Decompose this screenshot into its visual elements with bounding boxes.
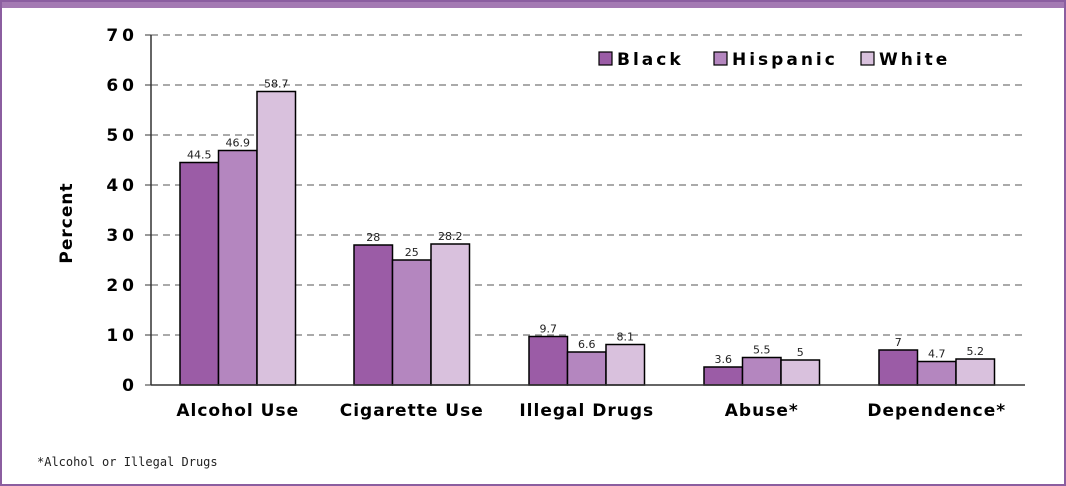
legend-swatch [860,51,875,66]
bar [878,349,919,386]
bar [566,351,607,386]
bar [703,366,744,386]
axes [150,35,1025,386]
bar [391,259,432,386]
x-category-label: Illegal Drugs [519,401,654,421]
y-tick-label: 50 [106,126,138,146]
x-axis-categories: Alcohol Use Cigarette Use Illegal Drugs Abu… [176,401,1006,421]
x-category-label: Abuse* [725,401,799,421]
data-label: 7 [895,336,902,349]
legend: Black Hispanic White [598,50,950,70]
bar [430,243,471,386]
y-tick-label: 70 [106,26,138,46]
data-label: 5.5 [753,344,771,357]
x-category-label: Cigarette Use [340,401,484,421]
data-labels: 44.5 28 9.7 3.6 7 46.9 25 6.6 5.5 4.7 58.7 28.2 8.1 5… [187,78,984,367]
x-category-label: Alcohol Use [176,401,299,421]
bar [741,356,782,386]
x-category-label: Dependence* [867,401,1006,421]
legend-label: Black [617,50,684,70]
y-axis-label: Percent [57,182,77,263]
frame-top-band [0,0,1066,8]
data-label: 58.7 [264,78,289,91]
data-label: 5.2 [967,345,985,358]
bar [955,358,996,386]
data-label: 8.1 [617,331,635,344]
data-label: 28.2 [438,230,463,243]
data-label: 3.6 [715,353,733,366]
legend-swatch [598,51,613,66]
data-label: 44.5 [187,149,212,162]
data-label: 6.6 [578,338,596,351]
bar [780,359,821,386]
data-label: 25 [405,246,419,259]
y-tick-label: 20 [106,276,138,296]
data-label: 28 [366,231,380,244]
legend-swatch [713,51,728,66]
legend-label: White [879,50,950,70]
y-tick-label: 10 [106,326,138,346]
bar [605,343,646,386]
legend-label: Hispanic [732,50,838,70]
bar [916,360,957,386]
grid-lines [151,34,1025,336]
y-tick-label: 30 [106,226,138,246]
bar [528,335,569,386]
y-tick-label: 40 [106,176,138,196]
footnote: *Alcohol or Illegal Drugs [37,455,218,469]
data-label: 4.7 [928,348,946,361]
bar [256,90,297,386]
y-tick-label: 0 [122,376,138,396]
data-label: 9.7 [540,323,558,336]
data-label: 5 [797,346,804,359]
bar [179,161,220,386]
data-label: 46.9 [226,137,251,150]
y-axis-ticks: 0 10 20 30 40 50 60 70 [106,26,151,396]
y-tick-label: 60 [106,76,138,96]
bar [217,149,258,386]
bar [353,244,394,386]
